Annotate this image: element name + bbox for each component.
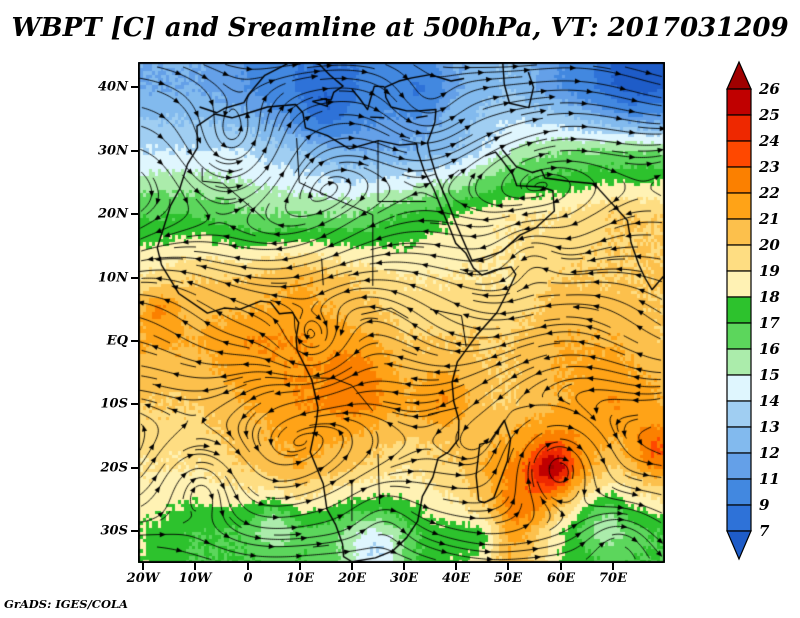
y-axis-tick-label: 30S — [100, 523, 128, 539]
colorbar-label: 14 — [759, 392, 780, 410]
colorbar-segment — [726, 478, 752, 506]
colorbar-label: 11 — [759, 470, 780, 488]
y-axis-tick-label: 10S — [100, 396, 128, 412]
x-axis-tick-label: 40E — [442, 571, 470, 586]
x-axis-tick-label: 20E — [338, 571, 366, 586]
colorbar-label: 16 — [759, 340, 780, 358]
y-axis-tickmark — [131, 150, 138, 152]
y-axis-tickmark — [131, 340, 138, 342]
colorbar-label: 7 — [759, 522, 770, 540]
colorbar-segment — [726, 400, 752, 428]
x-axis-tickmark — [299, 563, 301, 570]
colorbar-segment — [726, 322, 752, 350]
y-axis-tickmark — [131, 467, 138, 469]
x-axis-tick-label: 20W — [126, 571, 160, 586]
y-axis-tick-label: 10N — [98, 270, 128, 286]
x-axis-tickmark — [612, 563, 614, 570]
x-axis-tickmark — [247, 563, 249, 570]
x-axis-tickmark — [351, 563, 353, 570]
y-axis-tick-label: 20N — [98, 206, 128, 222]
x-axis-tick-label: 50E — [494, 571, 522, 586]
streamline-field-canvas — [138, 62, 665, 563]
colorbar-segment — [726, 218, 752, 246]
colorbar-segment — [726, 348, 752, 376]
y-axis-tickmark — [131, 530, 138, 532]
colorbar-label: 19 — [759, 262, 780, 280]
colorbar-segment — [726, 374, 752, 402]
colorbar-label: 20 — [758, 236, 780, 254]
colorbar-segment — [726, 270, 752, 298]
y-axis-tickmark — [131, 403, 138, 405]
colorbar-arrow-low — [726, 530, 752, 561]
x-axis-tick-label: 0 — [243, 571, 253, 586]
x-axis-tickmark — [560, 563, 562, 570]
y-axis-tick-label: 30N — [98, 143, 128, 159]
colorbar-label: 9 — [759, 496, 770, 514]
y-axis-tick-label: 40N — [98, 79, 128, 95]
x-axis-tickmark — [507, 563, 509, 570]
colorbar: 26 25 24 23 22 21 20 19 18 17 16 15 14 13 12 11 9 7 — [715, 60, 793, 572]
colorbar-segment — [726, 426, 752, 454]
colorbar-segment — [726, 140, 752, 168]
y-axis-tickmark — [131, 213, 138, 215]
colorbar-segment — [726, 166, 752, 194]
x-axis-tickmark — [142, 563, 144, 570]
x-axis-tick-label: 30E — [390, 571, 418, 586]
x-axis-tick-label: 60E — [547, 571, 575, 586]
colorbar-label: 22 — [758, 184, 780, 202]
colorbar-label: 15 — [759, 366, 780, 384]
x-axis-tick-label: 10W — [178, 571, 212, 586]
x-axis-tickmark — [194, 563, 196, 570]
map-plot — [138, 62, 665, 563]
colorbar-label: 23 — [758, 158, 780, 176]
colorbar-segment — [726, 114, 752, 142]
x-axis-tickmark — [455, 563, 457, 570]
colorbar-label: 24 — [758, 132, 780, 150]
colorbar-svg: 26 25 24 23 22 21 20 19 18 17 16 15 14 13 12 11 9 7 — [726, 60, 780, 561]
colorbar-segment — [726, 192, 752, 220]
y-axis-tick-label: 20S — [100, 460, 128, 476]
credit-text: GrADS: IGES/COLA — [4, 597, 128, 611]
colorbar-label: 13 — [759, 418, 780, 436]
colorbar-arrow-high — [726, 60, 752, 90]
x-axis-tick-label: 10E — [286, 571, 314, 586]
colorbar-label: 18 — [759, 288, 780, 306]
colorbar-label: 26 — [758, 80, 780, 98]
colorbar-label: 17 — [759, 314, 780, 332]
colorbar-segment — [726, 244, 752, 272]
y-axis-tickmark — [131, 277, 138, 279]
colorbar-segment — [726, 296, 752, 324]
colorbar-segment — [726, 504, 752, 532]
colorbar-label: 12 — [759, 444, 780, 462]
colorbar-label: 21 — [758, 210, 780, 228]
chart-title: WBPT [C] and Sreamline at 500hPa, VT: 20… — [11, 13, 789, 43]
colorbar-segment — [726, 88, 752, 116]
y-axis-tickmark — [131, 86, 138, 88]
colorbar-segment — [726, 452, 752, 480]
colorbar-label: 25 — [758, 106, 780, 124]
x-axis-tick-label: 70E — [599, 571, 627, 586]
x-axis-tickmark — [403, 563, 405, 570]
y-axis-tick-label: EQ — [106, 333, 128, 349]
